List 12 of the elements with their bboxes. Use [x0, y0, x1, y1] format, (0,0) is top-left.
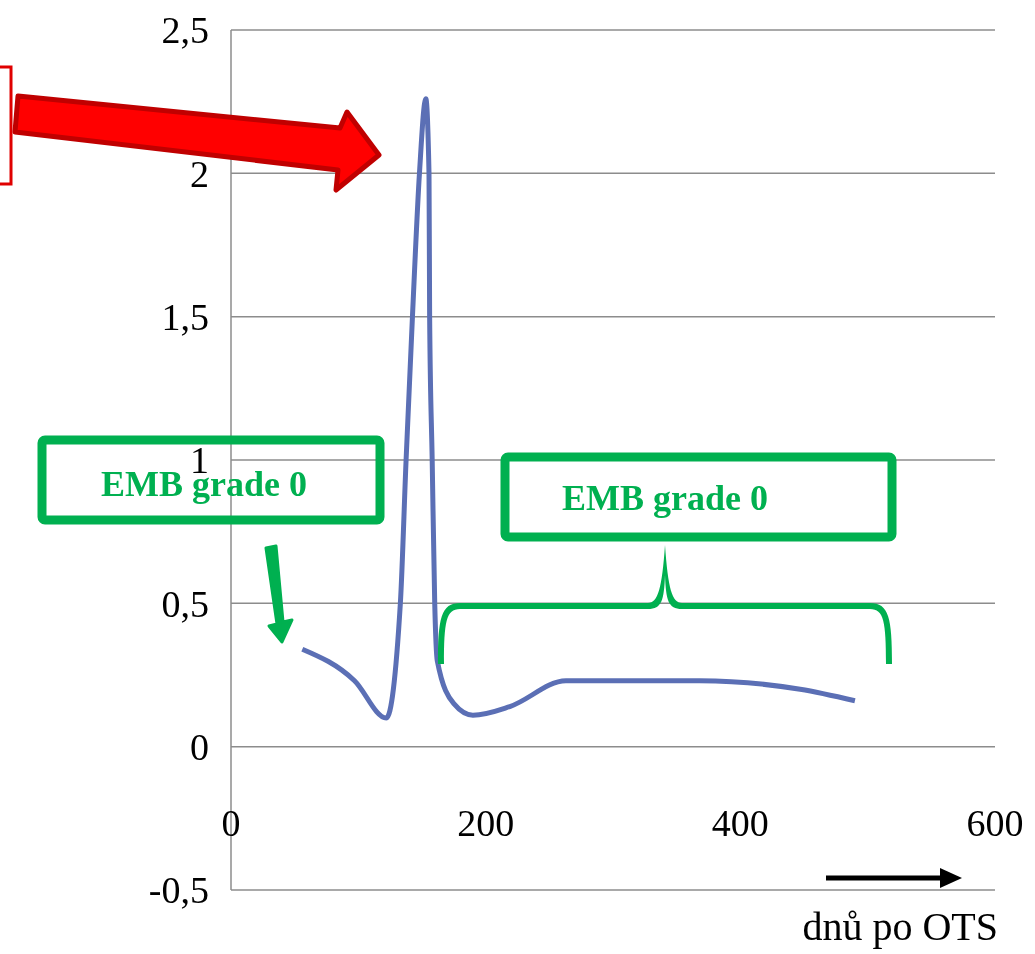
x-tick-label: 600: [966, 802, 1024, 844]
y-tick-label: 0: [190, 726, 209, 769]
y-tick-label: 0,5: [161, 582, 209, 625]
y-tick-label: 2: [190, 152, 209, 195]
x-tick-label: 0: [221, 802, 241, 844]
x-tick-label: 200: [457, 802, 515, 844]
x-tick-label: 400: [711, 802, 769, 844]
x-axis-title: dnů po OTS: [802, 904, 998, 949]
y-tick-label: -0,5: [148, 869, 209, 912]
y-tick-label: 1,5: [161, 296, 209, 339]
y-tick-label: 2,5: [161, 9, 209, 52]
annotation: EMB grade 0: [562, 478, 768, 518]
